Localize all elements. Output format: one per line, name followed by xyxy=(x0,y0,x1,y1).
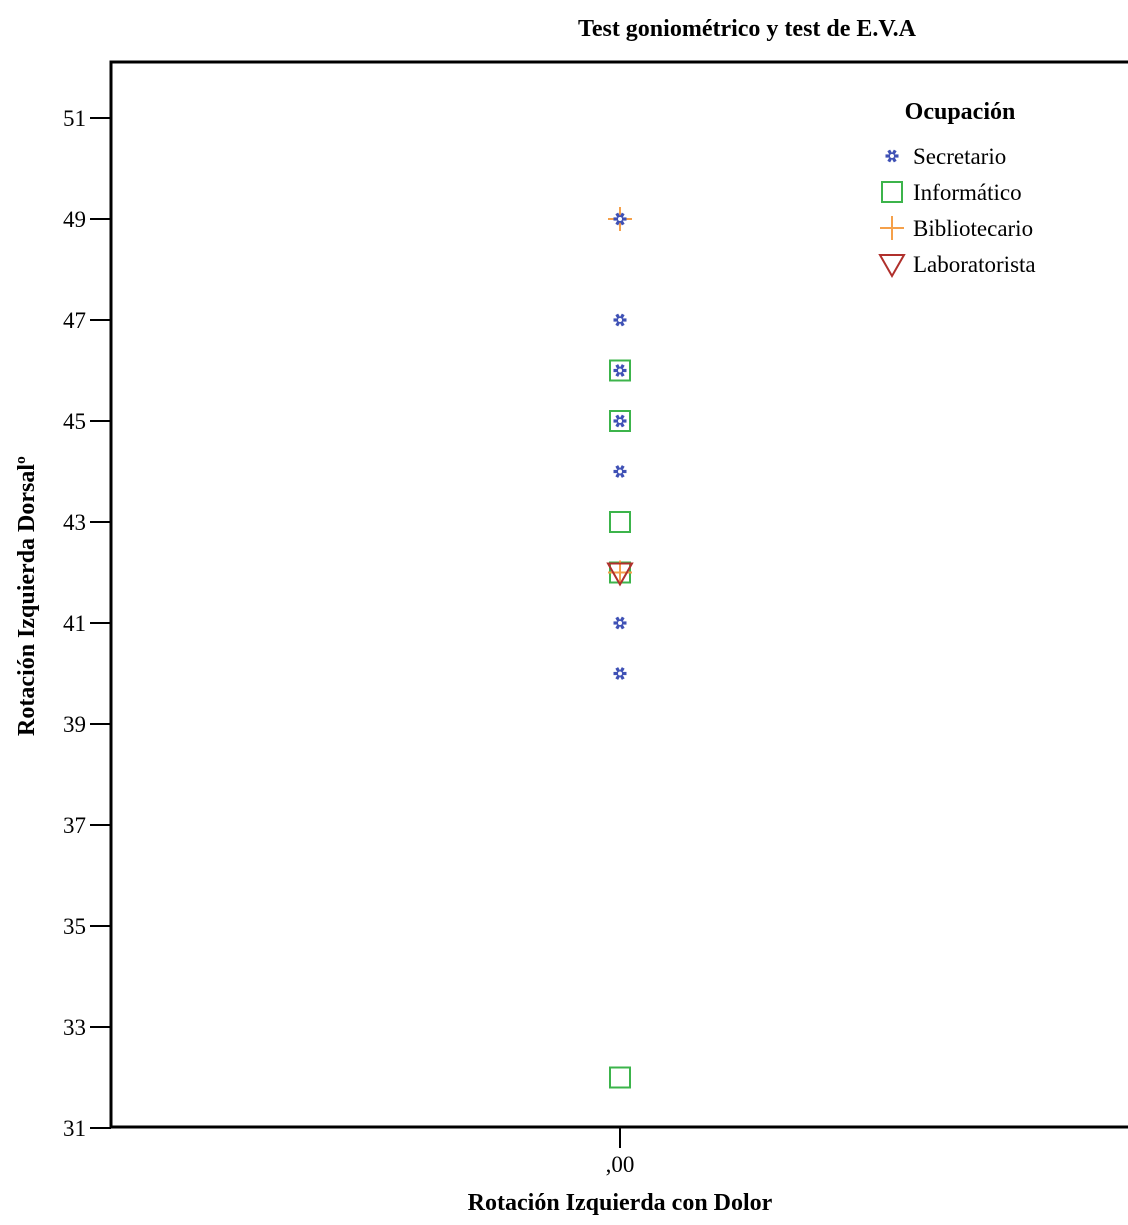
y-tick-label: 31 xyxy=(63,1116,86,1141)
legend-marker xyxy=(880,216,904,240)
data-point xyxy=(613,364,627,377)
y-tick-label: 37 xyxy=(63,813,86,838)
y-tick-label: 51 xyxy=(63,106,86,131)
legend-label: Bibliotecario xyxy=(913,216,1033,241)
y-tick-label: 45 xyxy=(63,409,86,434)
data-point xyxy=(613,465,627,478)
x-tick-label: ,00 xyxy=(606,1152,635,1177)
plot-area xyxy=(109,60,1128,1129)
y-tick-label: 43 xyxy=(63,510,86,535)
y-tick-label: 49 xyxy=(63,207,86,232)
chart-title: Test goniométrico y test de E.V.A xyxy=(578,16,917,42)
data-points xyxy=(606,207,634,1089)
y-tick-label: 41 xyxy=(63,611,86,636)
data-point xyxy=(613,313,627,327)
data-point xyxy=(609,511,631,533)
data-point xyxy=(609,359,631,382)
data-point xyxy=(606,562,634,587)
data-point xyxy=(613,414,627,428)
legend-label: Secretario xyxy=(913,144,1006,169)
y-axis-title: Rotación Izquierda Dorsalº xyxy=(14,456,40,736)
data-point xyxy=(613,616,627,630)
y-tick-label: 47 xyxy=(63,308,86,333)
x-axis-title: Rotación Izquierda con Dolor xyxy=(468,1190,773,1216)
legend-marker xyxy=(881,181,903,203)
legend-label: Laboratorista xyxy=(913,252,1036,277)
data-point xyxy=(613,212,627,226)
x-axis: ,00 xyxy=(606,1128,635,1177)
legend-label: Informático xyxy=(913,180,1022,205)
y-tick-label: 35 xyxy=(63,914,86,939)
y-tick-label: 39 xyxy=(63,712,86,737)
legend-title: Ocupación xyxy=(905,99,1016,125)
legend: Ocupación Secretario Informático Bibliotec… xyxy=(878,99,1036,279)
legend-marker xyxy=(885,149,899,163)
legend-marker xyxy=(878,254,906,279)
data-point xyxy=(613,667,627,680)
data-point xyxy=(609,410,631,432)
data-point xyxy=(609,1066,631,1089)
y-tick-label: 33 xyxy=(63,1015,86,1040)
y-axis: 31 33 35 37 39 41 43 45 47 49 51 xyxy=(63,106,111,1141)
